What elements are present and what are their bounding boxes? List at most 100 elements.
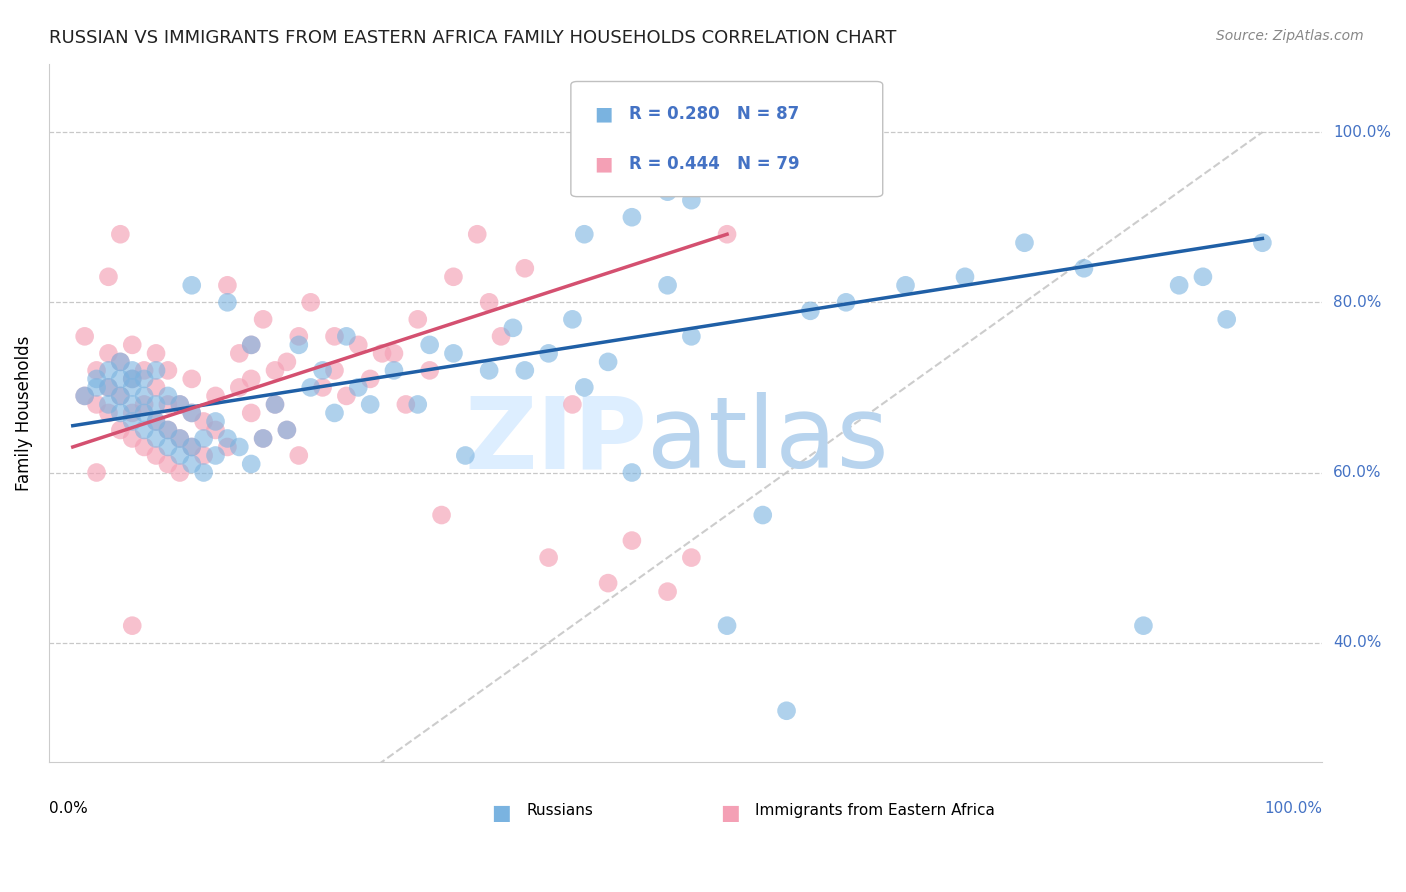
Point xyxy=(86,363,108,377)
Point xyxy=(323,329,346,343)
Point xyxy=(240,372,263,386)
Point xyxy=(240,338,263,352)
Point xyxy=(204,414,226,428)
Text: R = 0.280   N = 87: R = 0.280 N = 87 xyxy=(630,105,800,123)
Point xyxy=(716,159,738,173)
Point xyxy=(121,406,143,420)
Point xyxy=(110,355,132,369)
Point xyxy=(110,227,132,242)
Point xyxy=(217,432,239,446)
Point xyxy=(1215,312,1237,326)
Point xyxy=(180,440,202,454)
Point xyxy=(537,550,560,565)
Point xyxy=(288,449,311,463)
Point xyxy=(121,397,143,411)
Point xyxy=(180,440,202,454)
Point xyxy=(598,576,620,591)
Point xyxy=(228,346,250,360)
Point xyxy=(406,312,429,326)
Point xyxy=(121,363,143,377)
Point xyxy=(97,397,120,411)
Point xyxy=(382,363,405,377)
Point xyxy=(145,432,167,446)
Point xyxy=(359,372,381,386)
Point xyxy=(657,185,679,199)
Point xyxy=(513,261,536,276)
Point xyxy=(86,397,108,411)
Point xyxy=(1014,235,1036,250)
Point xyxy=(276,423,298,437)
Point xyxy=(97,406,120,420)
Point xyxy=(73,329,96,343)
Point xyxy=(382,346,405,360)
Point xyxy=(1251,235,1274,250)
Point xyxy=(73,389,96,403)
Point xyxy=(561,397,583,411)
Point xyxy=(97,363,120,377)
Point xyxy=(169,432,191,446)
Point xyxy=(264,397,287,411)
Point xyxy=(430,508,453,522)
Point xyxy=(86,380,108,394)
Point xyxy=(406,397,429,411)
Point xyxy=(169,432,191,446)
Point xyxy=(1192,269,1215,284)
Point xyxy=(752,508,775,522)
Point xyxy=(752,159,775,173)
Point xyxy=(180,406,202,420)
Text: ■: ■ xyxy=(720,804,740,823)
Point xyxy=(335,329,357,343)
Point xyxy=(537,346,560,360)
Point xyxy=(110,372,132,386)
Text: atlas: atlas xyxy=(647,392,889,490)
Point xyxy=(311,363,333,377)
Point xyxy=(204,389,226,403)
Point xyxy=(347,338,370,352)
Point xyxy=(465,227,488,242)
Text: ■: ■ xyxy=(491,804,510,823)
Text: 100.0%: 100.0% xyxy=(1264,801,1322,815)
Point xyxy=(443,346,465,360)
Point xyxy=(1132,618,1154,632)
Point xyxy=(156,440,179,454)
Text: RUSSIAN VS IMMIGRANTS FROM EASTERN AFRICA FAMILY HOUSEHOLDS CORRELATION CHART: RUSSIAN VS IMMIGRANTS FROM EASTERN AFRIC… xyxy=(49,29,897,46)
Point xyxy=(395,397,418,411)
Point xyxy=(193,449,215,463)
Y-axis label: Family Households: Family Households xyxy=(15,335,32,491)
Point xyxy=(134,423,156,437)
Point xyxy=(681,329,703,343)
Point xyxy=(110,389,132,403)
Point xyxy=(121,338,143,352)
Point xyxy=(134,389,156,403)
Point xyxy=(311,380,333,394)
Point xyxy=(620,466,643,480)
Point xyxy=(156,397,179,411)
Point xyxy=(323,406,346,420)
Point xyxy=(193,432,215,446)
Text: 100.0%: 100.0% xyxy=(1333,125,1391,140)
Point xyxy=(73,389,96,403)
Point xyxy=(252,312,274,326)
Point xyxy=(574,380,596,394)
Point xyxy=(299,295,322,310)
Text: 0.0%: 0.0% xyxy=(49,801,87,815)
Point xyxy=(657,584,679,599)
Point xyxy=(156,423,179,437)
Point xyxy=(145,414,167,428)
Point xyxy=(217,295,239,310)
Point xyxy=(121,380,143,394)
Point xyxy=(180,278,202,293)
Point xyxy=(121,372,143,386)
Point xyxy=(561,312,583,326)
Point xyxy=(574,227,596,242)
Point xyxy=(513,363,536,377)
Point xyxy=(121,372,143,386)
Text: 60.0%: 60.0% xyxy=(1333,465,1382,480)
Point xyxy=(443,269,465,284)
Point xyxy=(134,372,156,386)
Point xyxy=(180,406,202,420)
Point xyxy=(121,414,143,428)
Point xyxy=(264,397,287,411)
Point xyxy=(894,278,917,293)
Point xyxy=(620,533,643,548)
